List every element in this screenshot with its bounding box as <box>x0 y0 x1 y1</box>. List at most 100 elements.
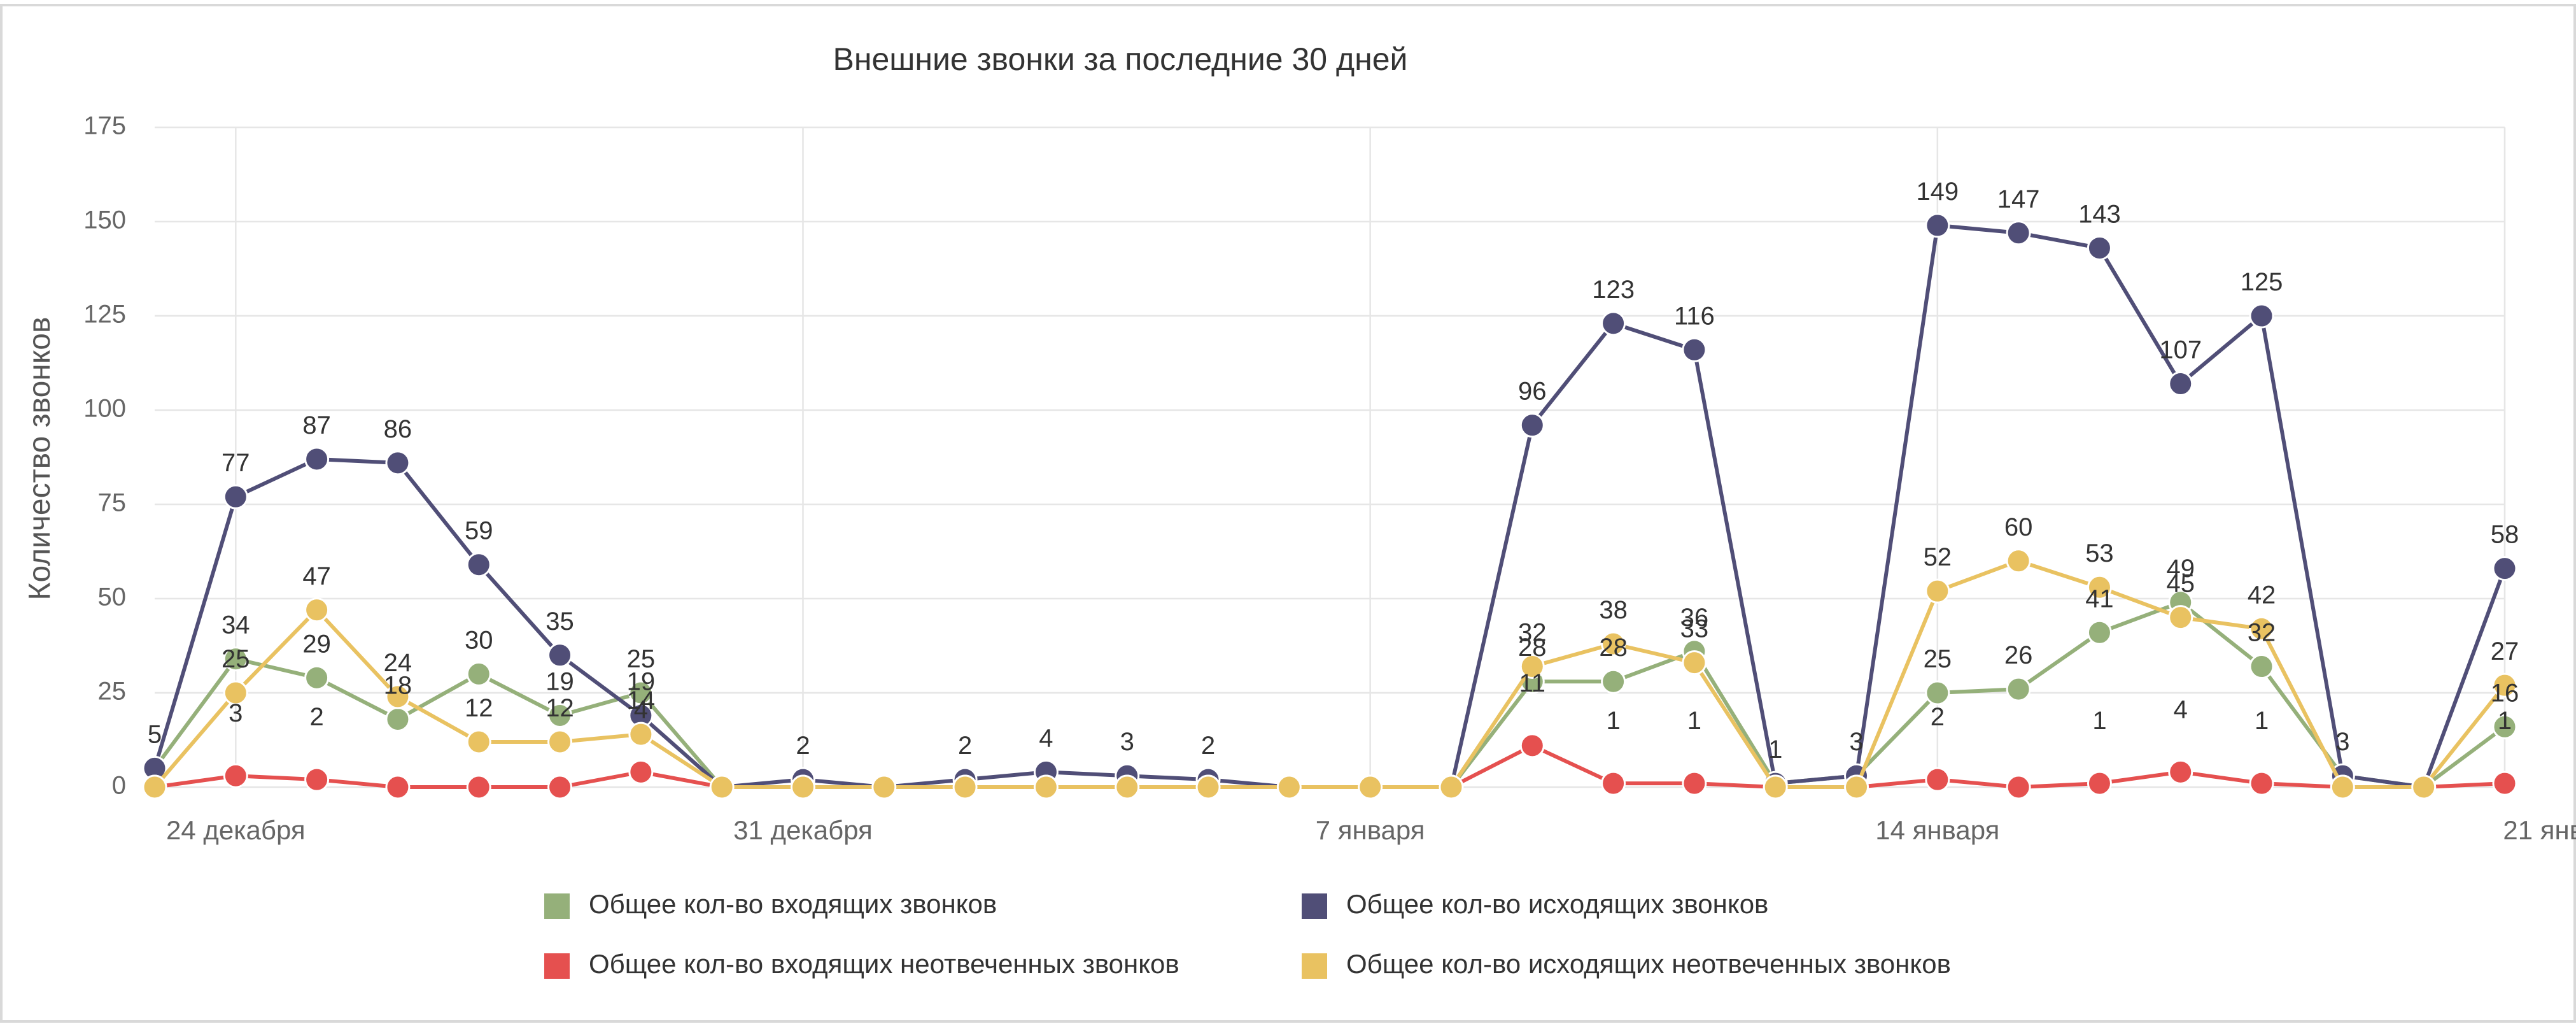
x-tick-label: 21 января <box>2503 815 2576 845</box>
legend-item[interactable]: Общее кол-во входящих неотвеченных звонк… <box>544 949 1179 979</box>
data-label: 2 <box>1931 703 1945 731</box>
series-line <box>153 558 2507 789</box>
data-point[interactable] <box>1601 669 1626 694</box>
data-point[interactable] <box>1439 774 1464 800</box>
data-point[interactable] <box>2330 774 2355 800</box>
data-point[interactable] <box>1844 774 1869 800</box>
data-point[interactable] <box>2492 556 2517 581</box>
data-point[interactable] <box>709 774 735 800</box>
data-label: 1 <box>2255 707 2269 735</box>
data-point[interactable] <box>466 661 491 686</box>
data-point[interactable] <box>2006 548 2031 574</box>
legend-item[interactable]: Общее кол-во исходящих неотвеченных звон… <box>1302 949 1951 979</box>
data-label: 1 <box>1768 736 1782 764</box>
data-point[interactable] <box>871 774 897 800</box>
data-point[interactable] <box>304 597 330 623</box>
data-point[interactable] <box>2249 771 2274 796</box>
data-label: 4 <box>2174 695 2188 723</box>
data-point[interactable] <box>547 774 573 800</box>
data-point[interactable] <box>223 646 248 672</box>
data-point[interactable] <box>1682 650 1707 676</box>
series-layer <box>142 213 2517 800</box>
data-point[interactable] <box>790 774 815 800</box>
data-label: 36 <box>1680 604 1709 632</box>
data-point[interactable] <box>1519 733 1545 758</box>
data-point[interactable] <box>547 703 573 729</box>
data-point[interactable] <box>1925 767 1950 792</box>
data-point[interactable] <box>1601 771 1626 796</box>
data-label: 28 <box>1518 634 1547 662</box>
data-point[interactable] <box>142 774 167 800</box>
data-label: 47 <box>302 562 331 590</box>
data-point[interactable] <box>628 722 654 747</box>
data-point[interactable] <box>2249 654 2274 679</box>
data-label: 18 <box>384 671 412 699</box>
data-point[interactable] <box>466 774 491 800</box>
data-point[interactable] <box>2168 371 2193 397</box>
data-label: 3 <box>1120 728 1134 756</box>
data-point[interactable] <box>2168 759 2193 785</box>
data-point[interactable] <box>1519 654 1545 679</box>
data-point[interactable] <box>2087 235 2112 260</box>
data-point[interactable] <box>2249 616 2274 641</box>
data-point[interactable] <box>385 774 411 800</box>
data-point[interactable] <box>1763 774 1788 800</box>
data-point[interactable] <box>2168 605 2193 630</box>
data-point[interactable] <box>2087 620 2112 645</box>
data-point[interactable] <box>2492 672 2517 698</box>
data-point[interactable] <box>628 759 654 785</box>
data-point[interactable] <box>2087 574 2112 600</box>
data-label: 35 <box>545 608 574 636</box>
data-point[interactable] <box>1682 771 1707 796</box>
y-tick-label: 150 <box>83 206 126 234</box>
data-point[interactable] <box>466 552 491 578</box>
chart-frame <box>0 4 2576 1023</box>
data-label: 53 <box>2085 539 2114 567</box>
data-point[interactable] <box>2006 774 2031 800</box>
data-point[interactable] <box>1276 774 1302 800</box>
data-point[interactable] <box>223 763 248 788</box>
data-point[interactable] <box>466 729 491 755</box>
data-point[interactable] <box>304 446 330 472</box>
data-label: 3 <box>2335 728 2349 756</box>
data-point[interactable] <box>1925 578 1950 604</box>
data-label: 24 <box>384 649 412 677</box>
data-point[interactable] <box>1601 631 1626 657</box>
data-point[interactable] <box>2492 771 2517 796</box>
data-point[interactable] <box>385 706 411 732</box>
chart-title: Внешние звонки за последние 30 дней <box>833 41 1407 77</box>
data-point[interactable] <box>1033 774 1059 800</box>
data-label: 2 <box>1201 732 1215 760</box>
data-point[interactable] <box>1601 311 1626 336</box>
data-label: 12 <box>465 694 493 722</box>
data-point[interactable] <box>1115 774 1140 800</box>
data-point[interactable] <box>223 680 248 706</box>
legend: Общее кол-во входящих звонков Общее кол-в… <box>544 889 1951 979</box>
legend-item[interactable]: Общее кол-во входящих звонков <box>544 889 997 919</box>
data-label: 4 <box>1039 724 1053 752</box>
data-point[interactable] <box>1358 774 1383 800</box>
data-point[interactable] <box>385 450 411 476</box>
data-point[interactable] <box>952 774 978 800</box>
legend-item[interactable]: Общее кол-во исходящих звонков <box>1302 889 1768 919</box>
data-point[interactable] <box>2492 714 2517 739</box>
data-point[interactable] <box>2249 303 2274 329</box>
data-point[interactable] <box>1925 680 1950 706</box>
data-point[interactable] <box>1195 774 1221 800</box>
data-point[interactable] <box>385 684 411 709</box>
data-point[interactable] <box>304 767 330 792</box>
data-point[interactable] <box>1682 337 1707 362</box>
data-point[interactable] <box>304 665 330 690</box>
data-point[interactable] <box>547 643 573 668</box>
data-label: 87 <box>302 411 331 439</box>
data-point[interactable] <box>223 484 248 509</box>
data-point[interactable] <box>2087 771 2112 796</box>
data-point[interactable] <box>547 729 573 755</box>
data-point[interactable] <box>1925 213 1950 238</box>
data-point[interactable] <box>1519 413 1545 438</box>
data-point[interactable] <box>2411 774 2437 800</box>
data-point[interactable] <box>2006 220 2031 246</box>
y-axis-label: Количество звонков <box>23 316 57 600</box>
data-point[interactable] <box>2006 676 2031 702</box>
